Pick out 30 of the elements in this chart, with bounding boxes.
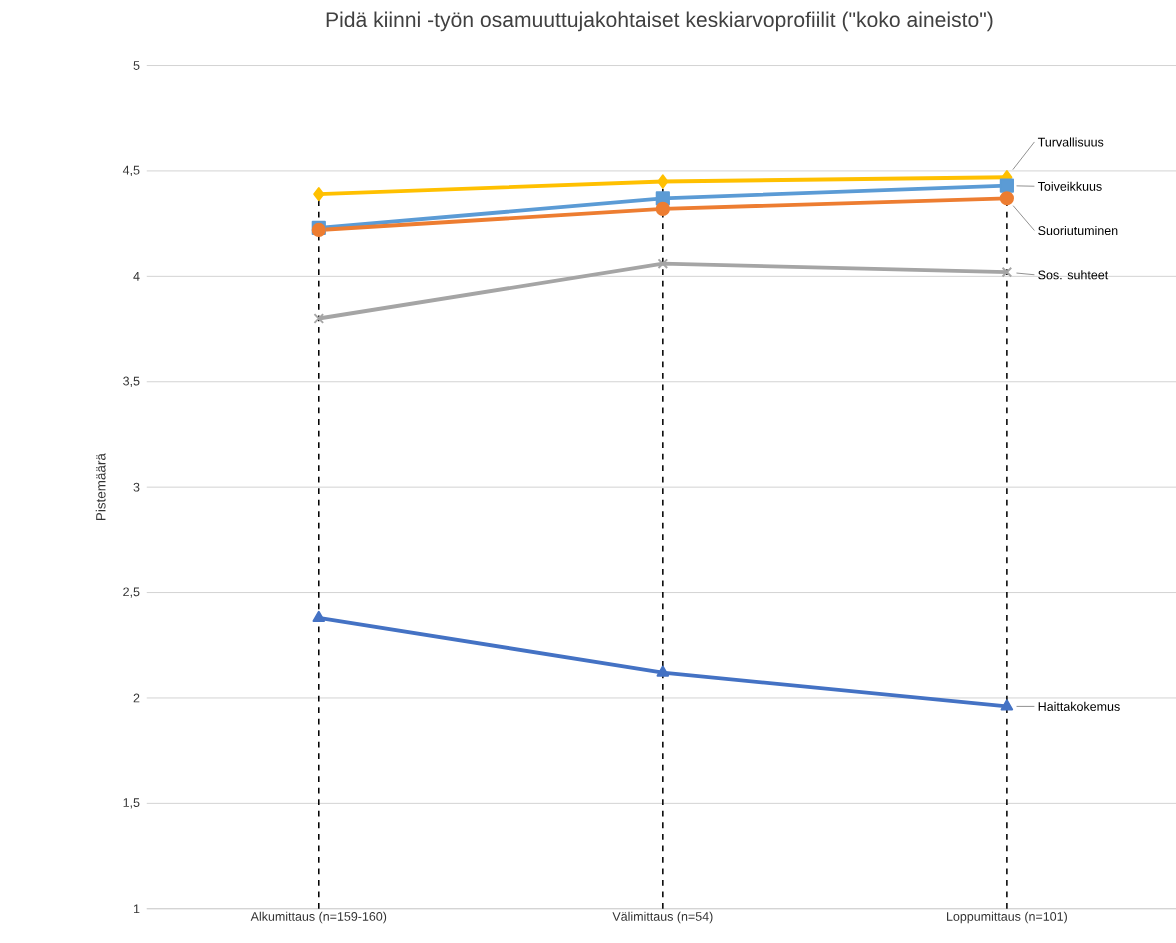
y-tick-label: 1 (134, 904, 140, 913)
point (1000, 699, 1014, 711)
point (312, 610, 326, 622)
x-tick-label: Loppumittaus (n=101) (947, 911, 1067, 924)
point (656, 665, 670, 677)
y-tick-label: 5 (133, 60, 140, 70)
point (657, 258, 669, 269)
x-tick-label: Välimittaus (n=54) (612, 911, 713, 924)
y-tick-label: 2,5 (123, 587, 140, 598)
text: Haittakokemus (1038, 701, 1120, 711)
x-tick-label: Alkumittaus (n=159-160) (250, 911, 387, 924)
text: Suoriutuminen (1038, 225, 1118, 235)
y-tick-label: 1,5 (123, 798, 140, 809)
point (657, 174, 669, 189)
text: Sos. suhteet (1038, 269, 1109, 280)
chart-title: Pidä kiinni -työn osamuuttujakohtaiset keskiarvoprofiilit ("koko aineisto") (326, 11, 993, 32)
y-tick-label: 4,5 (122, 165, 140, 176)
text: Turvallisuus (1037, 137, 1104, 147)
y-tick-label: 2 (133, 693, 140, 703)
y-tick-label: 3,5 (123, 376, 140, 387)
series-label: Toiveikkuus (1037, 181, 1102, 191)
point (313, 312, 325, 324)
point (999, 191, 1014, 206)
point (655, 201, 670, 216)
point (999, 178, 1014, 193)
y-tick-label: 3 (133, 482, 140, 492)
y-axis-title: Pistemäärä (95, 452, 106, 520)
point (313, 186, 325, 201)
y-tick-label: 4 (133, 271, 140, 281)
point (1001, 266, 1013, 278)
